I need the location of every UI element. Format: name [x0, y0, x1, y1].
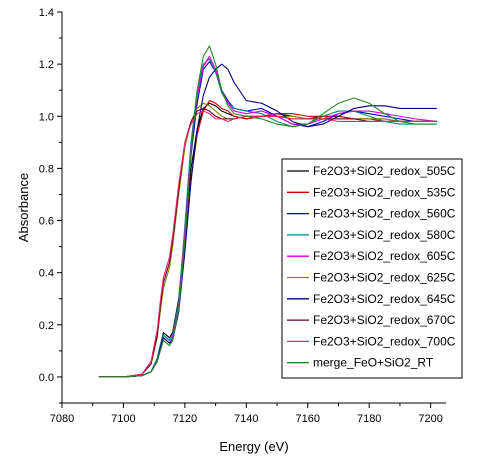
legend-label: Fe2O3+SiO2_redox_700C: [313, 334, 456, 348]
series-line-7: [98, 63, 437, 378]
legend-label: Fe2O3+SiO2_redox_645C: [313, 292, 456, 306]
y-tick-label: 1.2: [39, 59, 54, 71]
y-tick-label: 1.4: [39, 7, 54, 19]
y-tick-label: 1.0: [39, 111, 54, 123]
x-tick-label: 7160: [296, 413, 320, 425]
series-lines: [98, 45, 437, 378]
series-line-8: [98, 107, 437, 378]
x-tick-label: 7100: [111, 413, 135, 425]
y-tick-label: 0.2: [39, 320, 54, 332]
y-tick-label: 0.6: [39, 216, 54, 228]
y-axis-title: Absorbance: [16, 173, 31, 242]
legend-label: Fe2O3+SiO2_redox_580C: [313, 228, 456, 242]
legend-label: Fe2O3+SiO2_redox_535C: [313, 185, 456, 199]
legend-label: Fe2O3+SiO2_redox_670C: [313, 313, 456, 327]
y-tick-label: 0.8: [39, 163, 54, 175]
series-line-9: [98, 110, 437, 378]
legend-label: Fe2O3+SiO2_redox_505C: [313, 164, 456, 178]
legend-box: [281, 158, 463, 379]
y-tick-label: 0.0: [39, 372, 54, 384]
legend-label: Fe2O3+SiO2_redox_625C: [313, 271, 456, 285]
x-tick-label: 7200: [418, 413, 442, 425]
x-tick-label: 7140: [234, 413, 258, 425]
legend-label: Fe2O3+SiO2_redox_605C: [313, 249, 456, 263]
x-axis-title: Energy (eV): [219, 439, 288, 454]
x-tick-label: 7120: [173, 413, 197, 425]
legend-label: merge_FeO+SiO2_RT: [313, 356, 434, 370]
series-line-10: [98, 45, 437, 378]
legend: Fe2O3+SiO2_redox_505C Fe2O3+SiO2_redox_53…: [281, 158, 463, 379]
legend-label: Fe2O3+SiO2_redox_560C: [313, 207, 456, 221]
x-tick-label: 7080: [50, 413, 74, 425]
y-tick-label: 0.4: [39, 268, 54, 280]
tick-marks-and-labels: 7080 7100 7120 7140 7160 7180 7200 0.0 0.2 0.4 0.6…: [39, 7, 443, 425]
x-tick-label: 7180: [357, 413, 381, 425]
axes: [61, 12, 446, 404]
